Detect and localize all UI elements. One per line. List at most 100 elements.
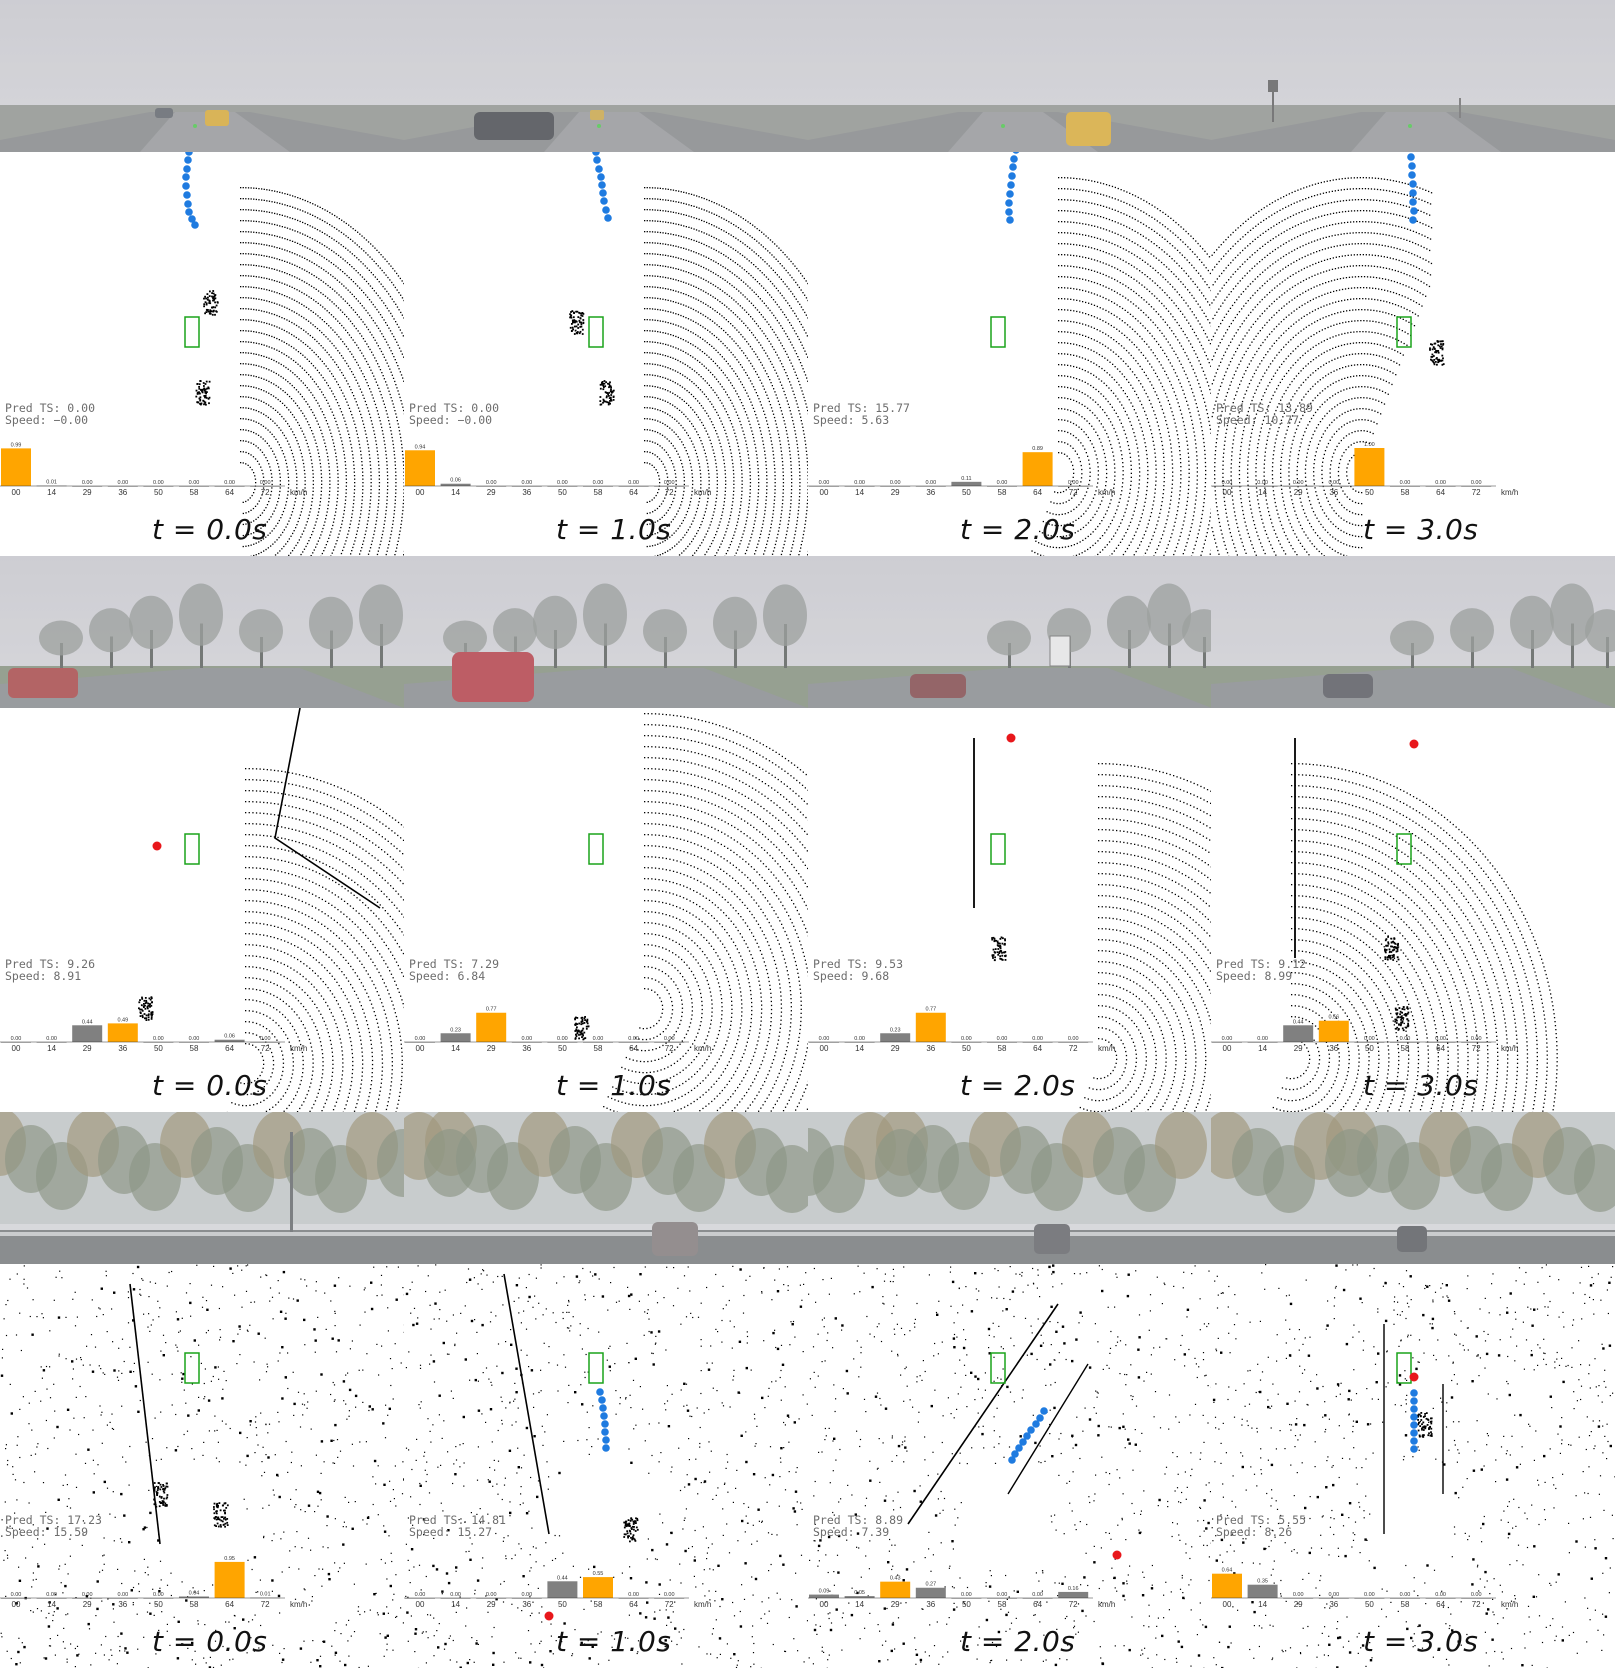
- waypoint: [1019, 1438, 1027, 1446]
- predicted-trajectory: [182, 152, 199, 229]
- waypoint: [191, 221, 199, 229]
- bar-value-label: 0.95: [224, 1556, 235, 1562]
- speed-bin-bar: [987, 1042, 1017, 1043]
- prediction-info: Pred TS: 0.00 Speed: −0.00: [5, 402, 95, 426]
- speed-bin-tick: 50: [558, 1044, 567, 1053]
- speed-bin-tick: 58: [998, 488, 1007, 497]
- pred-ts-readout: Pred TS: 8.89: [813, 1513, 904, 1527]
- speed-bin-tick: 72: [665, 488, 674, 497]
- speed-bin-tick: 72: [1472, 488, 1481, 497]
- speed-bin-tick: 50: [154, 488, 163, 497]
- waypoint: [184, 200, 192, 208]
- prediction-info: Pred TS: 9.12 Speed: 8.99: [1216, 958, 1306, 982]
- bar-value-label: 0.00: [521, 1592, 532, 1598]
- speed-bin-tick: 64: [225, 1044, 234, 1053]
- bev-lidar-view: [1211, 1264, 1615, 1668]
- camera-view: [1211, 0, 1615, 152]
- camera-view: [404, 0, 808, 152]
- speed-bin-tick: 72: [1069, 488, 1078, 497]
- bev-panel: [808, 1264, 1212, 1668]
- bar-value-label: 0.01: [46, 480, 57, 486]
- pred-ts-readout: Pred TS: 5.55: [1216, 1513, 1307, 1527]
- bev-panel: [1211, 1264, 1615, 1668]
- waypoint: [182, 173, 190, 181]
- speed-bin-tick: 00: [416, 488, 425, 497]
- bar-value-label: 0.55: [593, 1571, 604, 1577]
- speed-bin-bar: [405, 1598, 435, 1599]
- speed-bin-tick: 64: [1436, 1600, 1445, 1609]
- camera-view: [0, 556, 404, 708]
- speed-bin-bar: [1247, 486, 1278, 487]
- bev-panel: [404, 1264, 808, 1668]
- time-label: t = 3.0s: [1363, 513, 1479, 546]
- waypoint: [1005, 199, 1013, 207]
- speed-unit-label: km/h: [1501, 1600, 1518, 1609]
- bar-value-label: 0.44: [1293, 1019, 1304, 1025]
- camera-view: [1211, 556, 1615, 708]
- bar-value-label: 0.00: [1032, 1592, 1043, 1598]
- prediction-info: Pred TS: 8.89 Speed: 7.39: [813, 1514, 903, 1538]
- bar-value-label: 0.00: [1328, 480, 1339, 486]
- speed-bin-tick: 29: [487, 1600, 496, 1609]
- speed-bin-bar: [1247, 1584, 1278, 1598]
- speed-bin-bar: [1247, 1042, 1278, 1043]
- camera-image: [1211, 556, 1615, 708]
- speed-bin-bar: [511, 1598, 542, 1599]
- speed-bin-tick: 58: [1401, 1600, 1410, 1609]
- predicted-trajectory: [592, 152, 612, 222]
- speed-bin-tick: 72: [1069, 1044, 1078, 1053]
- time-label: t = 1.0s: [556, 1069, 672, 1102]
- frame-panel: Pred TS: 13.89 Speed: 10.77 0.00 00 0.00 14 0.…: [1211, 0, 1615, 556]
- speed-bin-bar: [1022, 1598, 1053, 1599]
- speed-bin-bar: [844, 1042, 875, 1043]
- speed-bin-bar: [511, 1042, 542, 1043]
- waypoint: [182, 182, 190, 190]
- speed-bin-bar: [143, 1598, 174, 1599]
- speed-bin-tick: 64: [1436, 488, 1445, 497]
- bar-value-label: 0.00: [1435, 480, 1446, 486]
- bar-value-label: 0.00: [117, 480, 128, 486]
- speed-bin-tick: 64: [225, 1600, 234, 1609]
- bar-value-label: 0.00: [82, 1592, 93, 1598]
- bar-value-label: 0.00: [82, 480, 93, 486]
- camera-image: [404, 556, 808, 708]
- bar-value-label: 0.00: [189, 480, 200, 486]
- time-label: t = 2.0s: [960, 513, 1076, 546]
- ego-vehicle-box: [184, 833, 200, 865]
- lidar-points: [405, 1264, 808, 1668]
- speed-bin-bar: [214, 1561, 245, 1598]
- ego-vehicle-box: [588, 833, 604, 865]
- speed-bin-tick: 14: [855, 1600, 864, 1609]
- waypoint: [183, 191, 191, 199]
- speed-bin-tick: 50: [1365, 1600, 1374, 1609]
- speed-bin-tick: 58: [594, 1600, 603, 1609]
- speed-bin-bar: [405, 1042, 435, 1043]
- prediction-info: Pred TS: 13.89 Speed: 10.77: [1216, 402, 1313, 426]
- waypoint: [593, 156, 601, 164]
- speed-probability-histogram: 0.00 00 0.00 14 0.00 29 0.00 36 1.00 50 0.00 58 0.00…: [1211, 442, 1518, 497]
- bar-value-label: 0.00: [224, 480, 235, 486]
- bar-value-label: 0.23: [890, 1027, 901, 1033]
- frame-panel: Pred TS: 15.77 Speed: 5.63 0.00 00 0.00 14 0.0…: [808, 0, 1212, 556]
- bar-value-label: 0.00: [854, 480, 865, 486]
- bar-value-label: 0.00: [1400, 480, 1411, 486]
- speed-bin-tick: 00: [820, 1044, 829, 1053]
- speed-bin-bar: [1, 448, 31, 486]
- speed-bin-bar: [143, 1042, 174, 1043]
- prediction-info: Pred TS: 5.55 Speed: 8.26: [1216, 1514, 1306, 1538]
- prediction-info: Pred TS: 9.53 Speed: 9.68: [813, 958, 903, 982]
- bar-value-label: 0.00: [153, 480, 164, 486]
- bar-value-label: 0.04: [189, 1590, 200, 1596]
- speed-bin-tick: 64: [1436, 1044, 1445, 1053]
- speed-bin-bar: [250, 486, 281, 487]
- speed-bin-bar: [1283, 486, 1314, 487]
- speed-bin-bar: [107, 1023, 138, 1042]
- bar-value-label: 0.23: [450, 1027, 461, 1033]
- speed-unit-label: km/h: [290, 1600, 307, 1609]
- prediction-info: Pred TS: 15.77 Speed: 5.63: [813, 402, 910, 426]
- speed-bin-tick: 00: [12, 488, 21, 497]
- bar-value-label: 0.89: [1032, 446, 1043, 452]
- speed-bin-bar: [583, 486, 613, 487]
- speed-bin-bar: [618, 1598, 649, 1599]
- time-label: t = 0.0s: [152, 513, 268, 546]
